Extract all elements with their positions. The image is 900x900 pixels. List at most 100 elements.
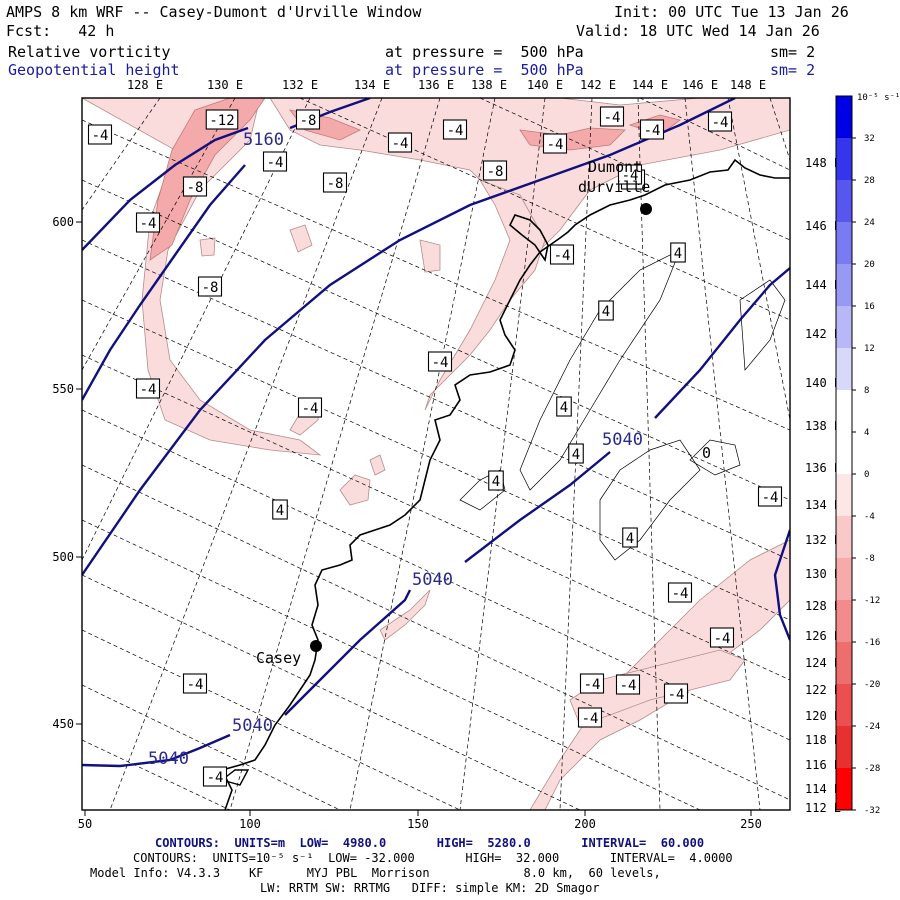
colorbar-frame [835, 95, 853, 811]
vorticity-positive-contour [739, 279, 786, 371]
vorticity-label: -4 [639, 119, 665, 140]
right-lon-label: 138 E [805, 419, 841, 433]
vorticity-label-text: -4 [672, 586, 689, 602]
vorticity-label-box [427, 351, 453, 372]
vorticity-label-text: -4 [140, 216, 157, 232]
top-lon-label: 136 E [418, 78, 454, 92]
vorticity-label-box [757, 486, 783, 507]
field1-level: at pressure = 500 hPa [385, 43, 584, 61]
colorbar-swatch [836, 138, 852, 181]
vorticity-label: -4 [667, 582, 693, 603]
vorticity-label-box [549, 244, 575, 265]
vorticity-label-box [709, 627, 735, 648]
vorticity-label: 4 [670, 242, 686, 263]
field2-name: Geopotential height [8, 61, 180, 79]
right-lon-label: 134 E [805, 498, 841, 512]
forecast-hour: Fcst: 42 h [6, 22, 115, 40]
vorticity-label: 4 [598, 300, 614, 321]
footer-vorticity-contours: CONTOURS: UNITS=10⁻⁵ s⁻¹ LOW= -32.000 HI… [133, 851, 733, 865]
vorticity-label-text: -4 [584, 677, 601, 693]
top-lon-label: 142 E [580, 78, 616, 92]
right-lon-label: 122 E [805, 683, 841, 697]
vorticity-label: -4 [387, 132, 413, 153]
vorticity-positive-contour [689, 439, 741, 476]
colorbar-tick-label: 8 [864, 386, 869, 396]
field2-smoothing: sm= 2 [770, 61, 816, 79]
vorticity-label: -4 [709, 627, 735, 648]
vorticity-label-text: -8 [300, 113, 317, 129]
right-lon-label: 142 E [805, 327, 841, 341]
vorticity-label-text: 4 [560, 400, 568, 416]
right-lon-label: 116 E [805, 758, 841, 772]
vorticity-label: -4 [549, 244, 575, 265]
left-grid-label: 550 [52, 382, 74, 396]
colorbar-swatch [836, 180, 852, 223]
vorticity-label: -8 [182, 176, 208, 197]
right-lon-label: 144 E [805, 278, 841, 292]
vorticity-label-box [322, 172, 348, 193]
vorticity-positive-contour [519, 249, 681, 491]
height-label: 5040 [148, 749, 189, 769]
vorticity-label: 4 [272, 499, 288, 520]
colorbar-swatch [836, 516, 852, 559]
top-lon-label: 144 E [632, 78, 668, 92]
vorticity-label: -4 [617, 164, 643, 185]
colorbar-tick-label: 0 [864, 470, 869, 480]
vorticity-label: -4 [87, 124, 113, 145]
vorticity-label-text: -4 [714, 631, 731, 647]
vorticity-label-text: -4 [432, 355, 449, 371]
vorticity-label-box [622, 527, 638, 548]
colorbar-tick-label: 12 [864, 344, 875, 354]
right-lon-label: 112 E [805, 801, 841, 815]
vorticity-label-text: -4 [92, 128, 109, 144]
vorticity-label: -4 [577, 707, 603, 728]
right-lon-label: 132 E [805, 533, 841, 547]
vorticity-positive-contour [599, 439, 701, 561]
colorbar-swatch [836, 96, 852, 139]
vorticity-label-text: -4 [582, 711, 599, 727]
vorticity-label-text: 4 [602, 304, 610, 320]
colorbar-tick-label: -16 [864, 638, 880, 648]
height-contour-5100 [82, 98, 736, 576]
vorticity-label-box [639, 119, 665, 140]
vorticity-label: -4 [297, 397, 323, 418]
vorticity-label-box [599, 106, 625, 127]
vorticity-label-text: -4 [620, 678, 637, 694]
vorticity-negative-region [369, 454, 386, 476]
height-label: 5160 [243, 130, 284, 150]
bottom-grid-label: 150 [407, 817, 429, 831]
top-lon-label: 134 E [354, 78, 390, 92]
vorticity-negative-region [424, 179, 546, 411]
vorticity-label-box [667, 582, 693, 603]
vorticity-label-text: -4 [207, 770, 224, 786]
vorticity-label-box [197, 276, 223, 297]
colorbar-swatch [836, 768, 852, 811]
left-grid-labels: 600 550 500 450 [52, 215, 82, 731]
station-label-casey: Casey [256, 649, 301, 667]
vorticity-label-text: -8 [187, 180, 204, 196]
height-contour-5160-west [82, 164, 246, 401]
colorbar: 32 28 24 20 16 12 8 4 0 -4 -8 -12 -16 -20 -24 -28 -32 [835, 95, 880, 816]
height-contour-5040 [284, 589, 412, 716]
top-lon-label: 138 E [471, 78, 507, 92]
station-label-dumont: Dumont [588, 158, 642, 176]
vorticity-label-text: 4 [674, 246, 682, 262]
vorticity-negative-region [569, 649, 746, 726]
height-contour-5040 [654, 267, 790, 419]
footer-model-info: Model Info: V4.3.3 KF MYJ PBL Morrison 8… [90, 866, 661, 880]
vorticity-label: -8 [482, 160, 508, 181]
colorbar-swatch [836, 222, 852, 265]
vorticity-label-box [295, 109, 321, 130]
vorticity-negative-region [419, 239, 441, 273]
bottom-grid-labels: 50 100 150 200 250 [78, 810, 762, 831]
colorbar-swatch [836, 726, 852, 769]
colorbar-swatch [836, 642, 852, 685]
top-lon-label: 146 E [682, 78, 718, 92]
vorticity-label-box [707, 111, 733, 132]
vorticity-label-text: -4 [644, 123, 661, 139]
bottom-grid-label: 100 [239, 817, 261, 831]
vorticity-label-text: -8 [487, 164, 504, 180]
height-label: 5040 [602, 430, 643, 450]
vorticity-labels: -4 -12 -8 -4 -4 -8 -4 -8 -4 -8 -4 -8 -4 -4 -4 -4 -4 -4 -4 -… [87, 106, 783, 787]
